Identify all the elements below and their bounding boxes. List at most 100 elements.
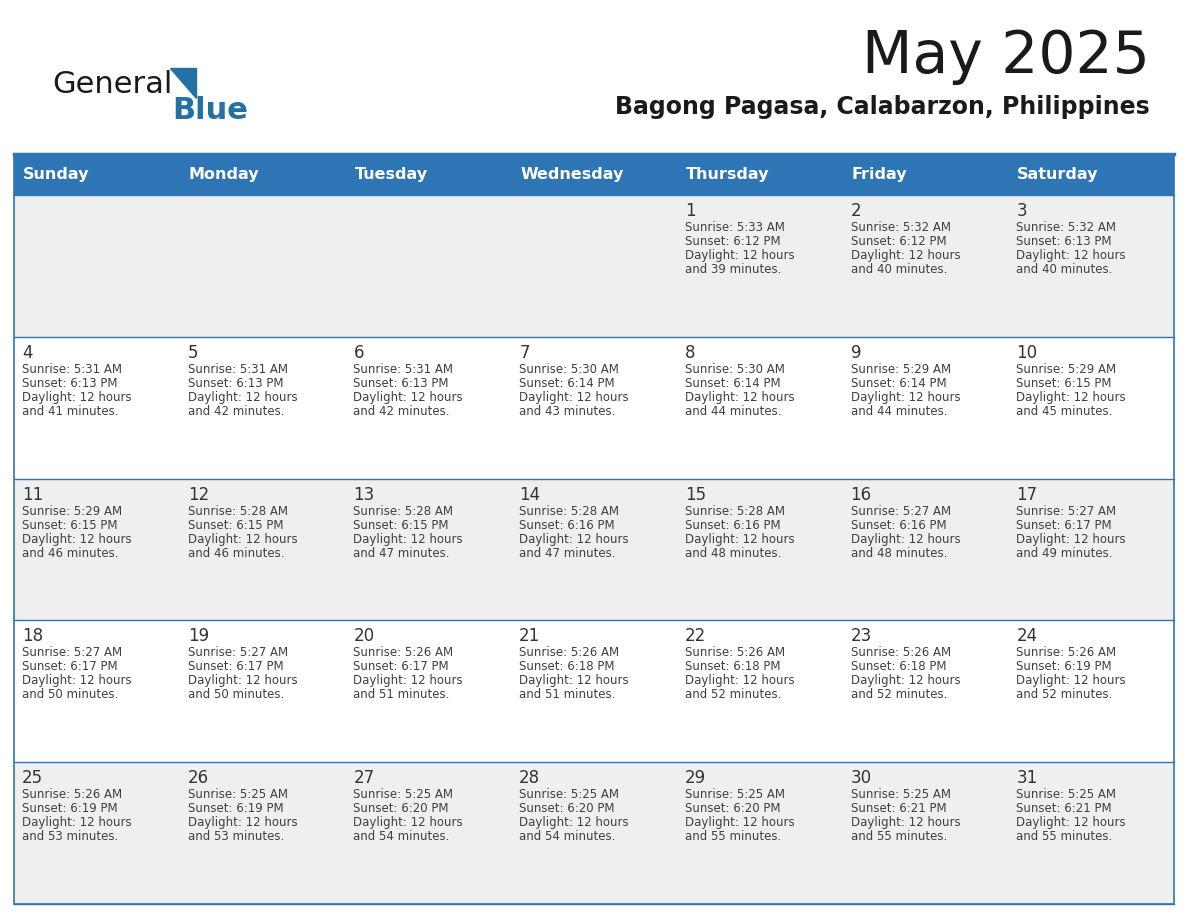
Text: Sunrise: 5:25 AM: Sunrise: 5:25 AM [851,789,950,801]
Bar [14,155,179,195]
Bar [14,762,1174,904]
Text: 4: 4 [23,344,32,362]
Text: Daylight: 12 hours: Daylight: 12 hours [851,675,960,688]
Text: Daylight: 12 hours: Daylight: 12 hours [1016,532,1126,545]
Text: 18: 18 [23,627,43,645]
Text: Blue: Blue [172,96,248,125]
Text: and 54 minutes.: and 54 minutes. [519,830,615,844]
Text: Sunrise: 5:27 AM: Sunrise: 5:27 AM [851,505,950,518]
Text: 22: 22 [684,627,706,645]
Text: 24: 24 [1016,627,1037,645]
Text: and 46 minutes.: and 46 minutes. [188,546,284,560]
Text: 30: 30 [851,769,872,788]
Bar [346,155,511,195]
Text: Sunrise: 5:31 AM: Sunrise: 5:31 AM [23,363,122,375]
Text: Bagong Pagasa, Calabarzon, Philippines: Bagong Pagasa, Calabarzon, Philippines [615,95,1150,119]
Text: and 42 minutes.: and 42 minutes. [188,405,284,418]
Text: Sunset: 6:17 PM: Sunset: 6:17 PM [188,660,284,674]
Text: Sunset: 6:16 PM: Sunset: 6:16 PM [684,519,781,532]
Text: Sunrise: 5:27 AM: Sunrise: 5:27 AM [23,646,122,659]
Text: 1: 1 [684,202,695,220]
Text: 25: 25 [23,769,43,788]
Text: Monday: Monday [189,167,259,183]
Text: and 46 minutes.: and 46 minutes. [23,546,119,560]
Text: and 44 minutes.: and 44 minutes. [684,405,782,418]
Text: 5: 5 [188,344,198,362]
Text: Sunrise: 5:29 AM: Sunrise: 5:29 AM [1016,363,1117,375]
Text: Sunset: 6:16 PM: Sunset: 6:16 PM [519,519,614,532]
Bar [14,195,1174,337]
Text: Sunset: 6:19 PM: Sunset: 6:19 PM [188,802,284,815]
Text: Sunrise: 5:28 AM: Sunrise: 5:28 AM [188,505,287,518]
Text: Sunset: 6:18 PM: Sunset: 6:18 PM [684,660,781,674]
Text: Daylight: 12 hours: Daylight: 12 hours [519,675,628,688]
Text: 6: 6 [353,344,364,362]
Text: Sunset: 6:12 PM: Sunset: 6:12 PM [851,235,946,248]
Text: Daylight: 12 hours: Daylight: 12 hours [851,391,960,404]
Text: Daylight: 12 hours: Daylight: 12 hours [1016,675,1126,688]
Text: 7: 7 [519,344,530,362]
Text: Sunset: 6:12 PM: Sunset: 6:12 PM [684,235,781,248]
Text: 11: 11 [23,486,43,504]
Text: and 53 minutes.: and 53 minutes. [188,830,284,844]
Bar [179,155,346,195]
Text: Daylight: 12 hours: Daylight: 12 hours [684,391,795,404]
Text: Sunrise: 5:31 AM: Sunrise: 5:31 AM [353,363,454,375]
Text: General: General [52,70,172,99]
Text: and 55 minutes.: and 55 minutes. [851,830,947,844]
Text: and 44 minutes.: and 44 minutes. [851,405,947,418]
Text: Sunrise: 5:25 AM: Sunrise: 5:25 AM [188,789,287,801]
Text: 15: 15 [684,486,706,504]
Bar [14,155,1174,904]
Text: Daylight: 12 hours: Daylight: 12 hours [519,816,628,829]
Text: and 49 minutes.: and 49 minutes. [1016,546,1113,560]
Text: Sunset: 6:15 PM: Sunset: 6:15 PM [353,519,449,532]
Text: and 45 minutes.: and 45 minutes. [1016,405,1113,418]
Text: Sunrise: 5:26 AM: Sunrise: 5:26 AM [851,646,950,659]
Text: Daylight: 12 hours: Daylight: 12 hours [23,816,132,829]
Text: Daylight: 12 hours: Daylight: 12 hours [684,532,795,545]
Text: and 48 minutes.: and 48 minutes. [684,546,782,560]
Text: Sunrise: 5:29 AM: Sunrise: 5:29 AM [23,505,122,518]
Text: 9: 9 [851,344,861,362]
Bar [677,155,842,195]
Text: Sunset: 6:19 PM: Sunset: 6:19 PM [1016,660,1112,674]
Text: Daylight: 12 hours: Daylight: 12 hours [851,816,960,829]
Text: and 55 minutes.: and 55 minutes. [684,830,781,844]
Text: 17: 17 [1016,486,1037,504]
Text: Sunrise: 5:30 AM: Sunrise: 5:30 AM [519,363,619,375]
Text: Daylight: 12 hours: Daylight: 12 hours [353,816,463,829]
Text: and 41 minutes.: and 41 minutes. [23,405,119,418]
Text: Sunset: 6:13 PM: Sunset: 6:13 PM [188,376,283,390]
Text: 20: 20 [353,627,374,645]
Text: Sunset: 6:17 PM: Sunset: 6:17 PM [23,660,118,674]
Text: Sunrise: 5:28 AM: Sunrise: 5:28 AM [353,505,454,518]
Text: Daylight: 12 hours: Daylight: 12 hours [684,675,795,688]
Text: and 52 minutes.: and 52 minutes. [851,688,947,701]
Text: Sunset: 6:20 PM: Sunset: 6:20 PM [353,802,449,815]
Text: and 52 minutes.: and 52 minutes. [684,688,782,701]
Text: Thursday: Thursday [685,167,770,183]
Text: Sunrise: 5:31 AM: Sunrise: 5:31 AM [188,363,287,375]
Text: Sunset: 6:14 PM: Sunset: 6:14 PM [519,376,614,390]
Text: Sunrise: 5:27 AM: Sunrise: 5:27 AM [188,646,287,659]
Text: Sunset: 6:17 PM: Sunset: 6:17 PM [353,660,449,674]
Text: Daylight: 12 hours: Daylight: 12 hours [519,391,628,404]
Text: Sunrise: 5:28 AM: Sunrise: 5:28 AM [519,505,619,518]
Text: Daylight: 12 hours: Daylight: 12 hours [851,249,960,262]
Text: Daylight: 12 hours: Daylight: 12 hours [1016,816,1126,829]
Text: and 47 minutes.: and 47 minutes. [353,546,450,560]
Text: Sunrise: 5:26 AM: Sunrise: 5:26 AM [519,646,619,659]
Polygon shape [170,68,196,98]
Text: Sunrise: 5:33 AM: Sunrise: 5:33 AM [684,221,785,234]
Text: Daylight: 12 hours: Daylight: 12 hours [23,675,132,688]
Text: and 39 minutes.: and 39 minutes. [684,263,782,276]
Text: 2: 2 [851,202,861,220]
Text: and 40 minutes.: and 40 minutes. [851,263,947,276]
Text: Daylight: 12 hours: Daylight: 12 hours [188,675,297,688]
Text: Sunset: 6:17 PM: Sunset: 6:17 PM [1016,519,1112,532]
Text: Tuesday: Tuesday [354,167,428,183]
Text: Sunset: 6:18 PM: Sunset: 6:18 PM [519,660,614,674]
Text: Sunrise: 5:29 AM: Sunrise: 5:29 AM [851,363,950,375]
Text: 8: 8 [684,344,695,362]
